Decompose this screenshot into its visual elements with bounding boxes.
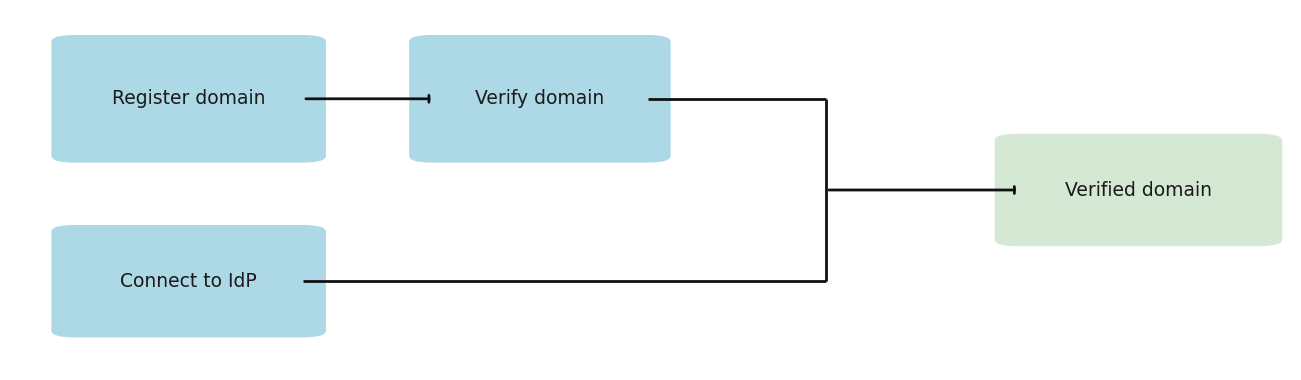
Text: Verify domain: Verify domain xyxy=(475,89,605,108)
FancyBboxPatch shape xyxy=(51,35,325,163)
FancyBboxPatch shape xyxy=(409,35,671,163)
Text: Verified domain: Verified domain xyxy=(1066,180,1211,200)
Text: Register domain: Register domain xyxy=(112,89,265,108)
FancyBboxPatch shape xyxy=(994,134,1281,246)
Text: Connect to IdP: Connect to IdP xyxy=(120,272,258,291)
FancyBboxPatch shape xyxy=(51,225,325,337)
